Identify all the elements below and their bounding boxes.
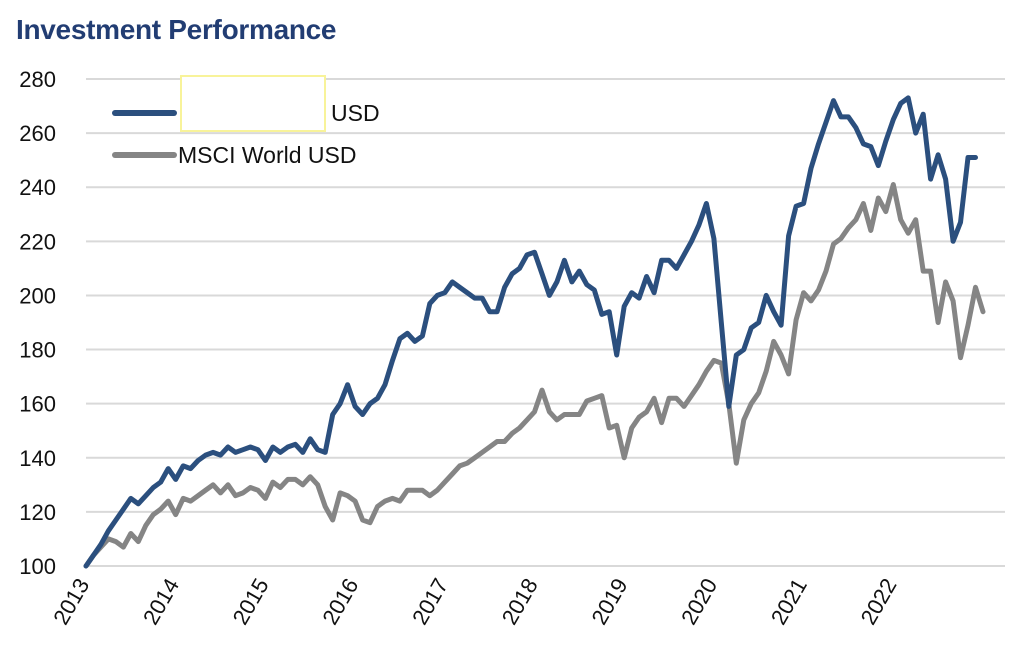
y-tick-label: 200 xyxy=(19,283,56,308)
redacted-name-box xyxy=(180,75,326,132)
x-tick-label: 2014 xyxy=(138,574,184,629)
y-axis-ticks: 100 120 140 160 180 200 220 240 260 280 xyxy=(19,67,56,579)
x-tick-label: 2016 xyxy=(317,574,363,629)
gridlines xyxy=(86,78,1005,567)
x-tick-label: 2021 xyxy=(766,574,812,629)
y-tick-label: 240 xyxy=(19,175,56,200)
x-tick-label: 2022 xyxy=(856,574,902,629)
legend-label-fund: USD xyxy=(331,100,380,126)
x-tick-label: 2019 xyxy=(586,574,632,629)
legend: USD MSCI World USD xyxy=(112,75,380,168)
series-line-fund xyxy=(83,95,978,569)
y-tick-label: 160 xyxy=(19,392,56,417)
x-tick-label: 2015 xyxy=(228,574,274,629)
y-tick-label: 140 xyxy=(19,446,56,471)
legend-label-msci: MSCI World USD xyxy=(178,142,357,168)
y-tick-label: 260 xyxy=(19,121,56,146)
y-tick-label: 180 xyxy=(19,338,56,363)
x-tick-label: 2018 xyxy=(497,574,543,629)
y-tick-label: 120 xyxy=(19,500,56,525)
x-tick-label: 2017 xyxy=(407,574,453,629)
y-tick-label: 100 xyxy=(19,554,56,579)
x-tick-label: 2020 xyxy=(676,574,722,629)
x-tick-label: 2013 xyxy=(48,574,94,629)
y-tick-label: 220 xyxy=(19,229,56,254)
chart-title: Investment Performance xyxy=(16,14,337,45)
series-lines xyxy=(83,95,986,569)
series-line-msci-world xyxy=(83,182,986,569)
y-tick-label: 280 xyxy=(19,67,56,92)
x-axis-ticks: 2013 2014 2015 2016 2017 2018 2019 2020 2021 2022 xyxy=(48,574,901,629)
